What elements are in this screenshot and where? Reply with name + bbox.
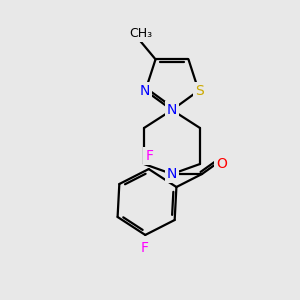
Text: N: N [167,103,177,117]
Text: N: N [139,84,150,98]
Text: O: O [217,157,227,171]
Text: N: N [167,167,177,181]
Text: F: F [141,241,148,255]
Text: F: F [146,149,153,163]
Text: CH₃: CH₃ [129,27,152,40]
Text: S: S [195,84,204,98]
